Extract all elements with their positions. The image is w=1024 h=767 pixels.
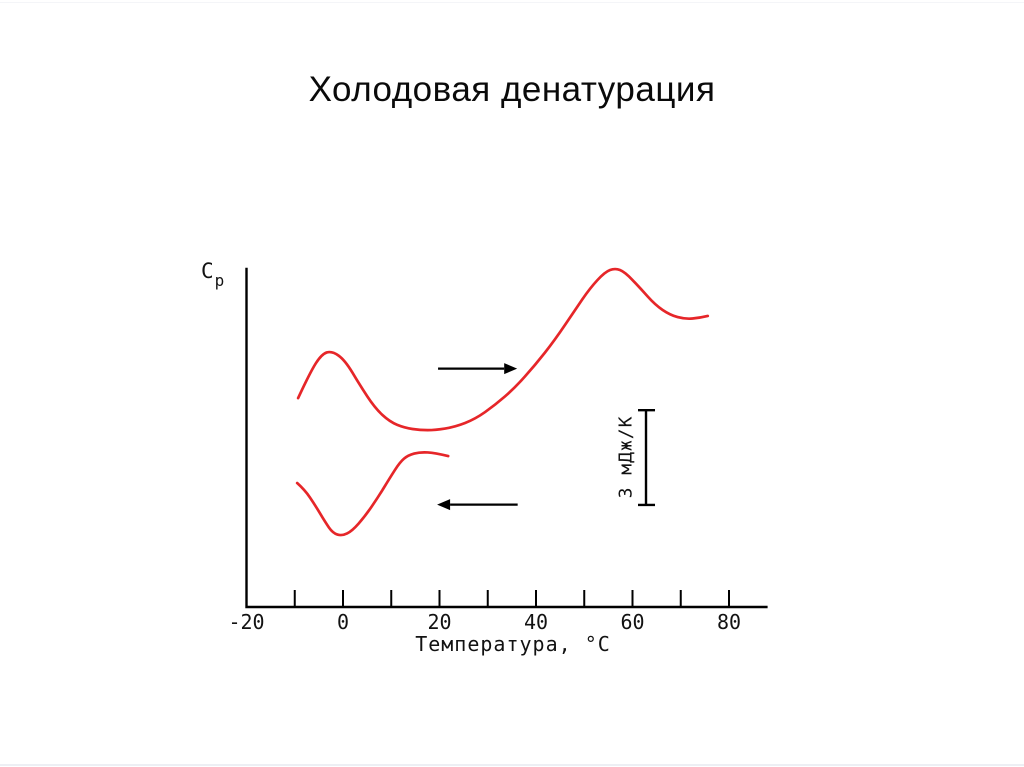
x-tick-label: 20 <box>427 610 452 634</box>
y-axis-label-cp: Cp <box>201 259 225 291</box>
x-tick-label: 60 <box>620 610 645 634</box>
slide-title: Холодовая денатурация <box>308 70 716 109</box>
scale-bar-label: 3 мДж/К <box>615 415 637 499</box>
x-tick-label: -20 <box>228 610 265 634</box>
y-axis-label-subscript: p <box>214 271 225 291</box>
direction-arrow-head <box>504 363 518 375</box>
axes-lines <box>245 267 768 609</box>
cp-curve <box>296 267 710 432</box>
direction-arrow-head <box>437 499 451 511</box>
slide-top-border <box>0 2 1024 3</box>
x-tick-label: 40 <box>523 610 549 634</box>
slide-bottom-border <box>0 764 1024 766</box>
x-axis-label: Температура, °C <box>415 632 611 656</box>
cp-curve <box>295 451 450 537</box>
y-axis-label-main: C <box>201 259 214 283</box>
x-tick-label: 0 <box>336 610 350 634</box>
x-tick-label: 80 <box>716 610 742 634</box>
